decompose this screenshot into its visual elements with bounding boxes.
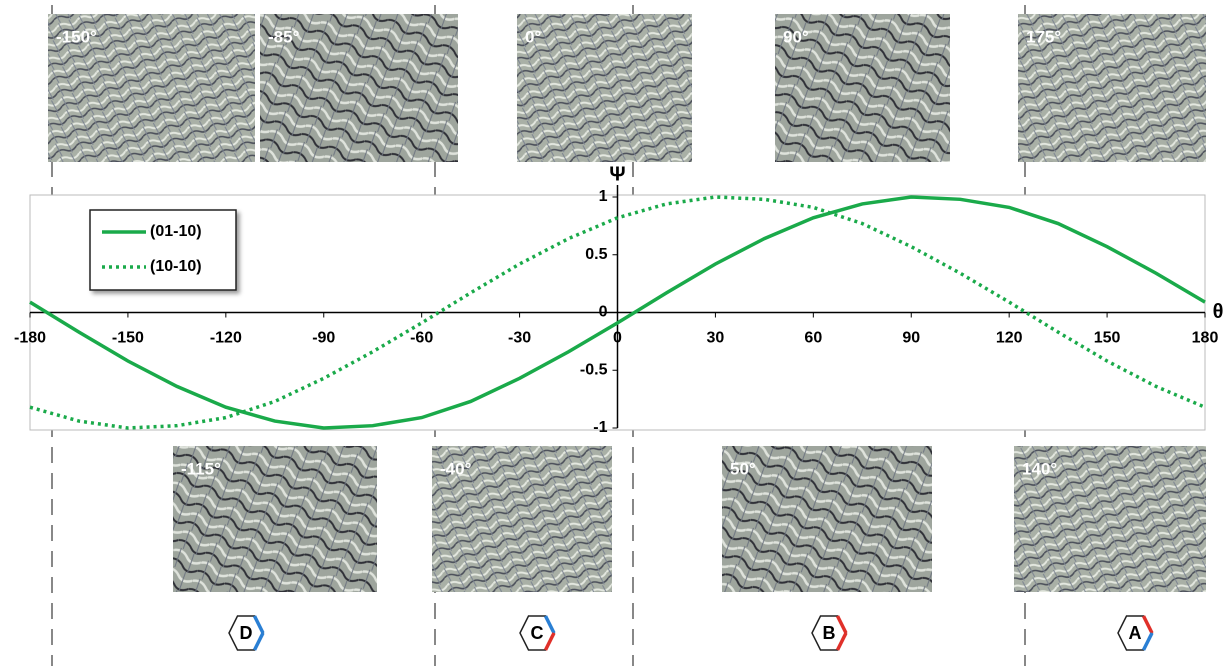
y-tick-label: -1 xyxy=(593,419,607,436)
texture-image xyxy=(173,446,377,592)
x-tick-label: 150 xyxy=(1094,330,1121,347)
texture-image xyxy=(722,446,932,592)
badge: B xyxy=(811,615,848,651)
texture-image xyxy=(48,14,255,162)
texture-panel: -40° xyxy=(432,446,612,592)
panel-label: -150° xyxy=(56,27,97,46)
y-axis-label: Ψ xyxy=(609,163,625,185)
texture-panel: 175° xyxy=(1018,14,1206,162)
panel-label: -115° xyxy=(181,459,221,478)
y-tick-label: 0.5 xyxy=(585,246,607,263)
x-tick-label: -60 xyxy=(410,330,433,347)
x-tick-label: -90 xyxy=(312,330,335,347)
texture-image xyxy=(775,14,950,162)
chart: -180 -150 -120 -90 -60 -30 0 30 60 90 120 150 180 -1 -… xyxy=(14,163,1223,436)
badge-edge xyxy=(1141,615,1154,634)
badge-edge xyxy=(543,615,556,634)
panel-label: 175° xyxy=(1026,27,1061,46)
texture-image xyxy=(517,14,692,162)
x-tick-label: 0 xyxy=(613,330,622,347)
legend-label: (10-10) xyxy=(150,258,202,275)
panel-label: 0° xyxy=(525,27,541,46)
x-tick-label: 180 xyxy=(1192,330,1219,347)
panel-label: 50° xyxy=(730,459,756,478)
panel-label: 90° xyxy=(783,27,809,46)
texture-image xyxy=(260,14,458,162)
texture-image xyxy=(1014,446,1206,592)
x-tick-label: 30 xyxy=(707,330,725,347)
x-tick-label: -180 xyxy=(14,330,46,347)
x-tick-label: -30 xyxy=(508,330,531,347)
y-tick-label: 1 xyxy=(599,188,608,205)
texture-panel: 0° xyxy=(517,14,692,162)
badge-edge xyxy=(835,615,848,634)
data-line xyxy=(29,195,1206,430)
texture-panel: -85° xyxy=(260,14,458,162)
texture-image xyxy=(1018,14,1206,162)
x-tick-label: 60 xyxy=(804,330,822,347)
texture-panel: 90° xyxy=(775,14,950,162)
panels: -150° -85° 0° 90° 175° -115° -40° 50° 140° xyxy=(48,14,1206,592)
badge: D xyxy=(228,615,265,651)
legend-label: (01-10) xyxy=(150,223,202,240)
texture-image xyxy=(432,446,612,592)
badge: C xyxy=(519,615,556,651)
badge-edge xyxy=(1141,632,1154,651)
legend-box xyxy=(89,209,237,291)
texture-panel: -150° xyxy=(48,14,255,162)
badge-edge xyxy=(835,632,848,651)
x-axis-label: θ xyxy=(1213,301,1224,323)
badge-letter: B xyxy=(823,623,836,643)
x-tick-label: 90 xyxy=(902,330,920,347)
y-tick-label: 0 xyxy=(599,304,608,321)
badge-letter: D xyxy=(240,623,253,643)
x-tick-label: -120 xyxy=(210,330,242,347)
x-tick-label: 120 xyxy=(996,330,1023,347)
panel-label: -40° xyxy=(440,459,472,478)
texture-panel: -115° xyxy=(173,446,377,592)
legend: (01-10) (10-10) xyxy=(89,209,237,291)
badge-letter: C xyxy=(531,623,544,643)
data-line xyxy=(29,195,1206,430)
texture-panel: 50° xyxy=(722,446,932,592)
badge: A xyxy=(1117,615,1154,651)
panel-label: 140° xyxy=(1022,459,1057,478)
texture-panel: 140° xyxy=(1014,446,1206,592)
y-tick-label: -0.5 xyxy=(580,361,608,378)
panel-label: -85° xyxy=(268,27,300,46)
x-tick-label: -150 xyxy=(112,330,144,347)
badge-letter: A xyxy=(1129,623,1142,643)
badge-edge xyxy=(252,632,265,651)
badge-edge xyxy=(252,615,265,634)
badge-edge xyxy=(543,632,556,651)
